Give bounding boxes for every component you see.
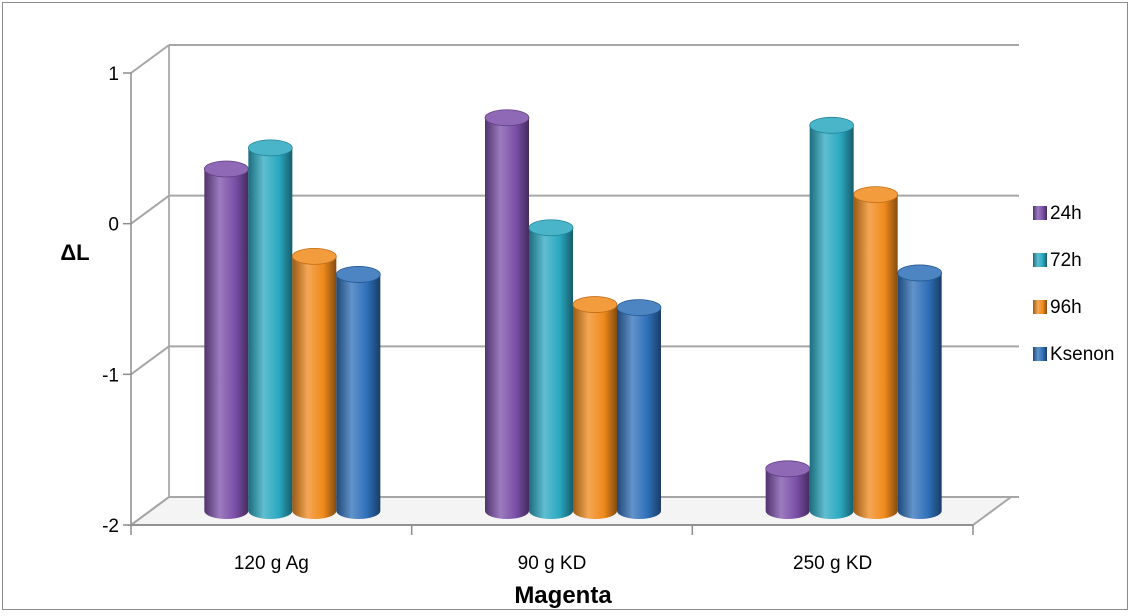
y-tick-label: -1: [102, 365, 119, 386]
bar-24h-3: [765, 468, 810, 519]
y-tick-label: 1: [108, 64, 119, 85]
legend-label-ksenon: Ksenon: [1050, 344, 1114, 365]
y-tick-label: -2: [102, 516, 119, 537]
bars: [203, 109, 943, 520]
bar-top: [897, 264, 943, 282]
y-axis: 1 0 -1 -2: [102, 64, 132, 537]
bar-top: [203, 160, 249, 178]
bar-top: [853, 186, 899, 204]
legend-label-96h: 96h: [1050, 297, 1082, 318]
bar-top: [528, 219, 574, 237]
bar-top: [572, 296, 618, 313]
bar-72h-3: [809, 125, 854, 519]
x-tick-label: 90 g KD: [518, 553, 587, 574]
bar-ksenon-2: [617, 307, 661, 519]
chart-svg: 1 0 -1 -2 120 g Ag 90 g KD 250 g KD 24h 72h 96h…: [60, 44, 1114, 609]
bar-72h-2: [529, 227, 573, 519]
bar-72h-1: [248, 147, 293, 520]
x-axis: 120 g Ag 90 g KD 250 g KD: [130, 524, 974, 574]
bar-top: [616, 299, 662, 317]
legend-swatch-96h: [1033, 300, 1047, 314]
gridline-diagonal: [130, 496, 170, 526]
bar-top: [247, 139, 293, 157]
y-tick-label: 0: [108, 215, 119, 236]
bar-top: [484, 109, 530, 127]
bar-top: [809, 116, 855, 134]
x-axis-title: Magenta: [514, 582, 612, 609]
x-tick-label: 250 g KD: [793, 553, 872, 574]
legend-label-24h: 24h: [1050, 203, 1082, 224]
bar-ksenon-1: [336, 274, 381, 519]
bar-96h-1: [292, 256, 337, 519]
bar-24h-2: [485, 117, 529, 519]
x-tick-label: 120 g Ag: [234, 553, 309, 574]
gridline-diagonal: [130, 44, 170, 74]
bar-24h-1: [204, 168, 249, 519]
bar-top: [291, 247, 337, 265]
bar-ksenon-3: [897, 272, 942, 519]
gridline-diagonal: [130, 194, 170, 225]
legend-swatch-72h: [1033, 253, 1047, 267]
legend-label-72h: 72h: [1050, 250, 1082, 271]
legend-swatch-ksenon: [1033, 347, 1047, 361]
bar-96h-3: [853, 194, 898, 519]
legend: 24h 72h 96h Ksenon: [1033, 203, 1114, 365]
legend-swatch-24h: [1033, 206, 1047, 220]
bar-96h-2: [573, 304, 617, 519]
bar-top: [335, 266, 381, 283]
gridline-diagonal: [130, 345, 170, 376]
y-axis-title: ΔL: [60, 240, 89, 265]
bar-top: [765, 460, 811, 478]
